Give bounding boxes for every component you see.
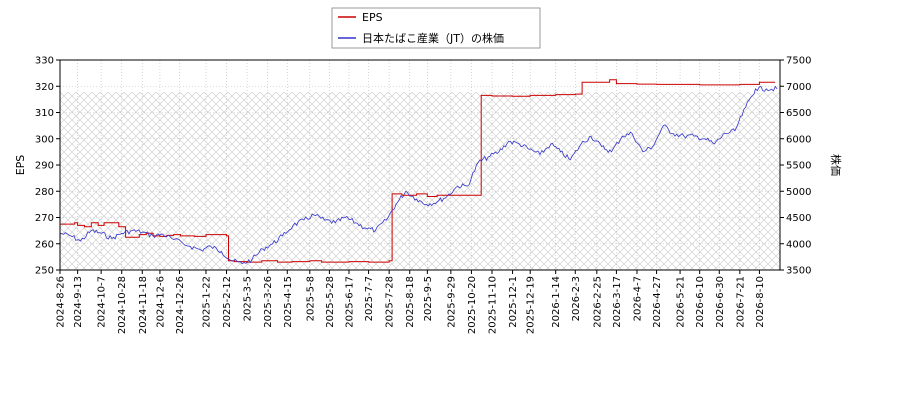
x-tick-label: 2025-11-10 — [488, 276, 499, 334]
x-tick-label: 2025-9-5 — [423, 276, 434, 321]
x-tick-label: 2026-6-30 — [715, 276, 726, 328]
x-tick-label: 2024-8-26 — [56, 276, 67, 328]
x-tick-label: 2025-1-22 — [201, 276, 212, 328]
left-axis-label: EPS — [14, 155, 27, 176]
right-tick-label: 4000 — [786, 239, 811, 250]
x-tick-label: 2024-9-13 — [73, 276, 84, 328]
legend-box — [331, 7, 541, 49]
right-tick-label: 4500 — [786, 213, 811, 224]
x-tick-label: 2025-5-28 — [325, 276, 336, 328]
x-tick-label: 2026-1-14 — [551, 276, 562, 328]
legend-stock-price-label: 日本たばこ産業（JT）の株価 — [362, 31, 504, 45]
x-tick-label: 2025-6-17 — [344, 276, 355, 328]
eps-series-line — [60, 79, 776, 263]
x-tick-label: 2024-10-7 — [97, 276, 108, 328]
x-tick-label: 2024-11-18 — [138, 276, 149, 334]
stock-price-series-line — [60, 85, 778, 265]
right-axis-ticks: 3500 4000 4500 5000 5500 6000 6500 7000 7500 — [780, 56, 811, 277]
x-tick-label: 2025-7-7 — [364, 276, 375, 321]
x-tick-label: 2026-2-25 — [592, 276, 603, 328]
right-tick-label: 7500 — [786, 56, 811, 67]
series-group — [60, 79, 778, 265]
left-tick-label: 270 — [35, 213, 54, 224]
x-tick-label: 2025-4-15 — [283, 276, 294, 328]
left-tick-label: 280 — [35, 187, 54, 198]
x-axis-ticks: 2024-8-26 2024-9-13 2024-10-7 2024-10-28 202… — [56, 270, 766, 334]
x-tick-label: 2025-3-26 — [263, 276, 274, 328]
left-tick-label: 250 — [35, 266, 54, 277]
left-tick-label: 330 — [35, 56, 54, 67]
right-axis-label: 株価 — [829, 154, 843, 176]
hatched-region — [60, 92, 780, 270]
right-tick-label: 5500 — [786, 161, 811, 172]
x-tick-label: 2025-8-18 — [405, 276, 416, 328]
x-tick-label: 2026-6-10 — [695, 276, 706, 328]
x-tick-label: 2024-12-26 — [175, 276, 186, 334]
x-tick-label: 2025-9-29 — [446, 276, 457, 328]
right-tick-label: 6000 — [786, 134, 811, 145]
left-tick-label: 300 — [35, 134, 54, 145]
left-tick-label: 320 — [35, 82, 54, 93]
left-tick-label: 260 — [35, 239, 54, 250]
x-tick-label: 2026-5-21 — [676, 276, 687, 328]
x-tick-label: 2025-12-1 — [508, 276, 519, 328]
x-tick-label: 2026-2-3 — [571, 276, 582, 321]
right-tick-label: 6500 — [786, 108, 811, 119]
x-tick-label: 2026-8-10 — [755, 276, 766, 328]
left-tick-label: 290 — [35, 161, 54, 172]
left-tick-label: 310 — [35, 108, 54, 119]
legend-eps-label: EPS — [362, 11, 383, 24]
x-tick-label: 2026-7-21 — [735, 276, 746, 328]
right-tick-label: 3500 — [786, 266, 811, 277]
x-tick-label: 2025-5-8 — [305, 276, 316, 321]
x-tick-label: 2025-3-5 — [243, 276, 254, 321]
x-tick-label: 2026-4-7 — [632, 276, 643, 321]
legend: EPS 日本たばこ産業（JT）の株価 — [331, 7, 541, 49]
right-tick-label: 5000 — [786, 187, 811, 198]
x-tick-label: 2026-3-17 — [612, 276, 623, 328]
x-tick-label: 2025-7-28 — [385, 276, 396, 328]
x-tick-label: 2024-12-6 — [155, 276, 166, 328]
x-tick-label: 2024-10-28 — [117, 276, 128, 334]
x-tick-label: 2025-12-19 — [526, 276, 537, 334]
x-tick-label: 2025-10-20 — [467, 276, 478, 334]
right-tick-label: 7000 — [786, 82, 811, 93]
x-tick-label: 2025-2-12 — [222, 276, 233, 328]
left-axis-ticks: 250 260 270 280 290 300 310 320 330 — [35, 56, 60, 277]
x-tick-label: 2026-4-27 — [652, 276, 663, 328]
